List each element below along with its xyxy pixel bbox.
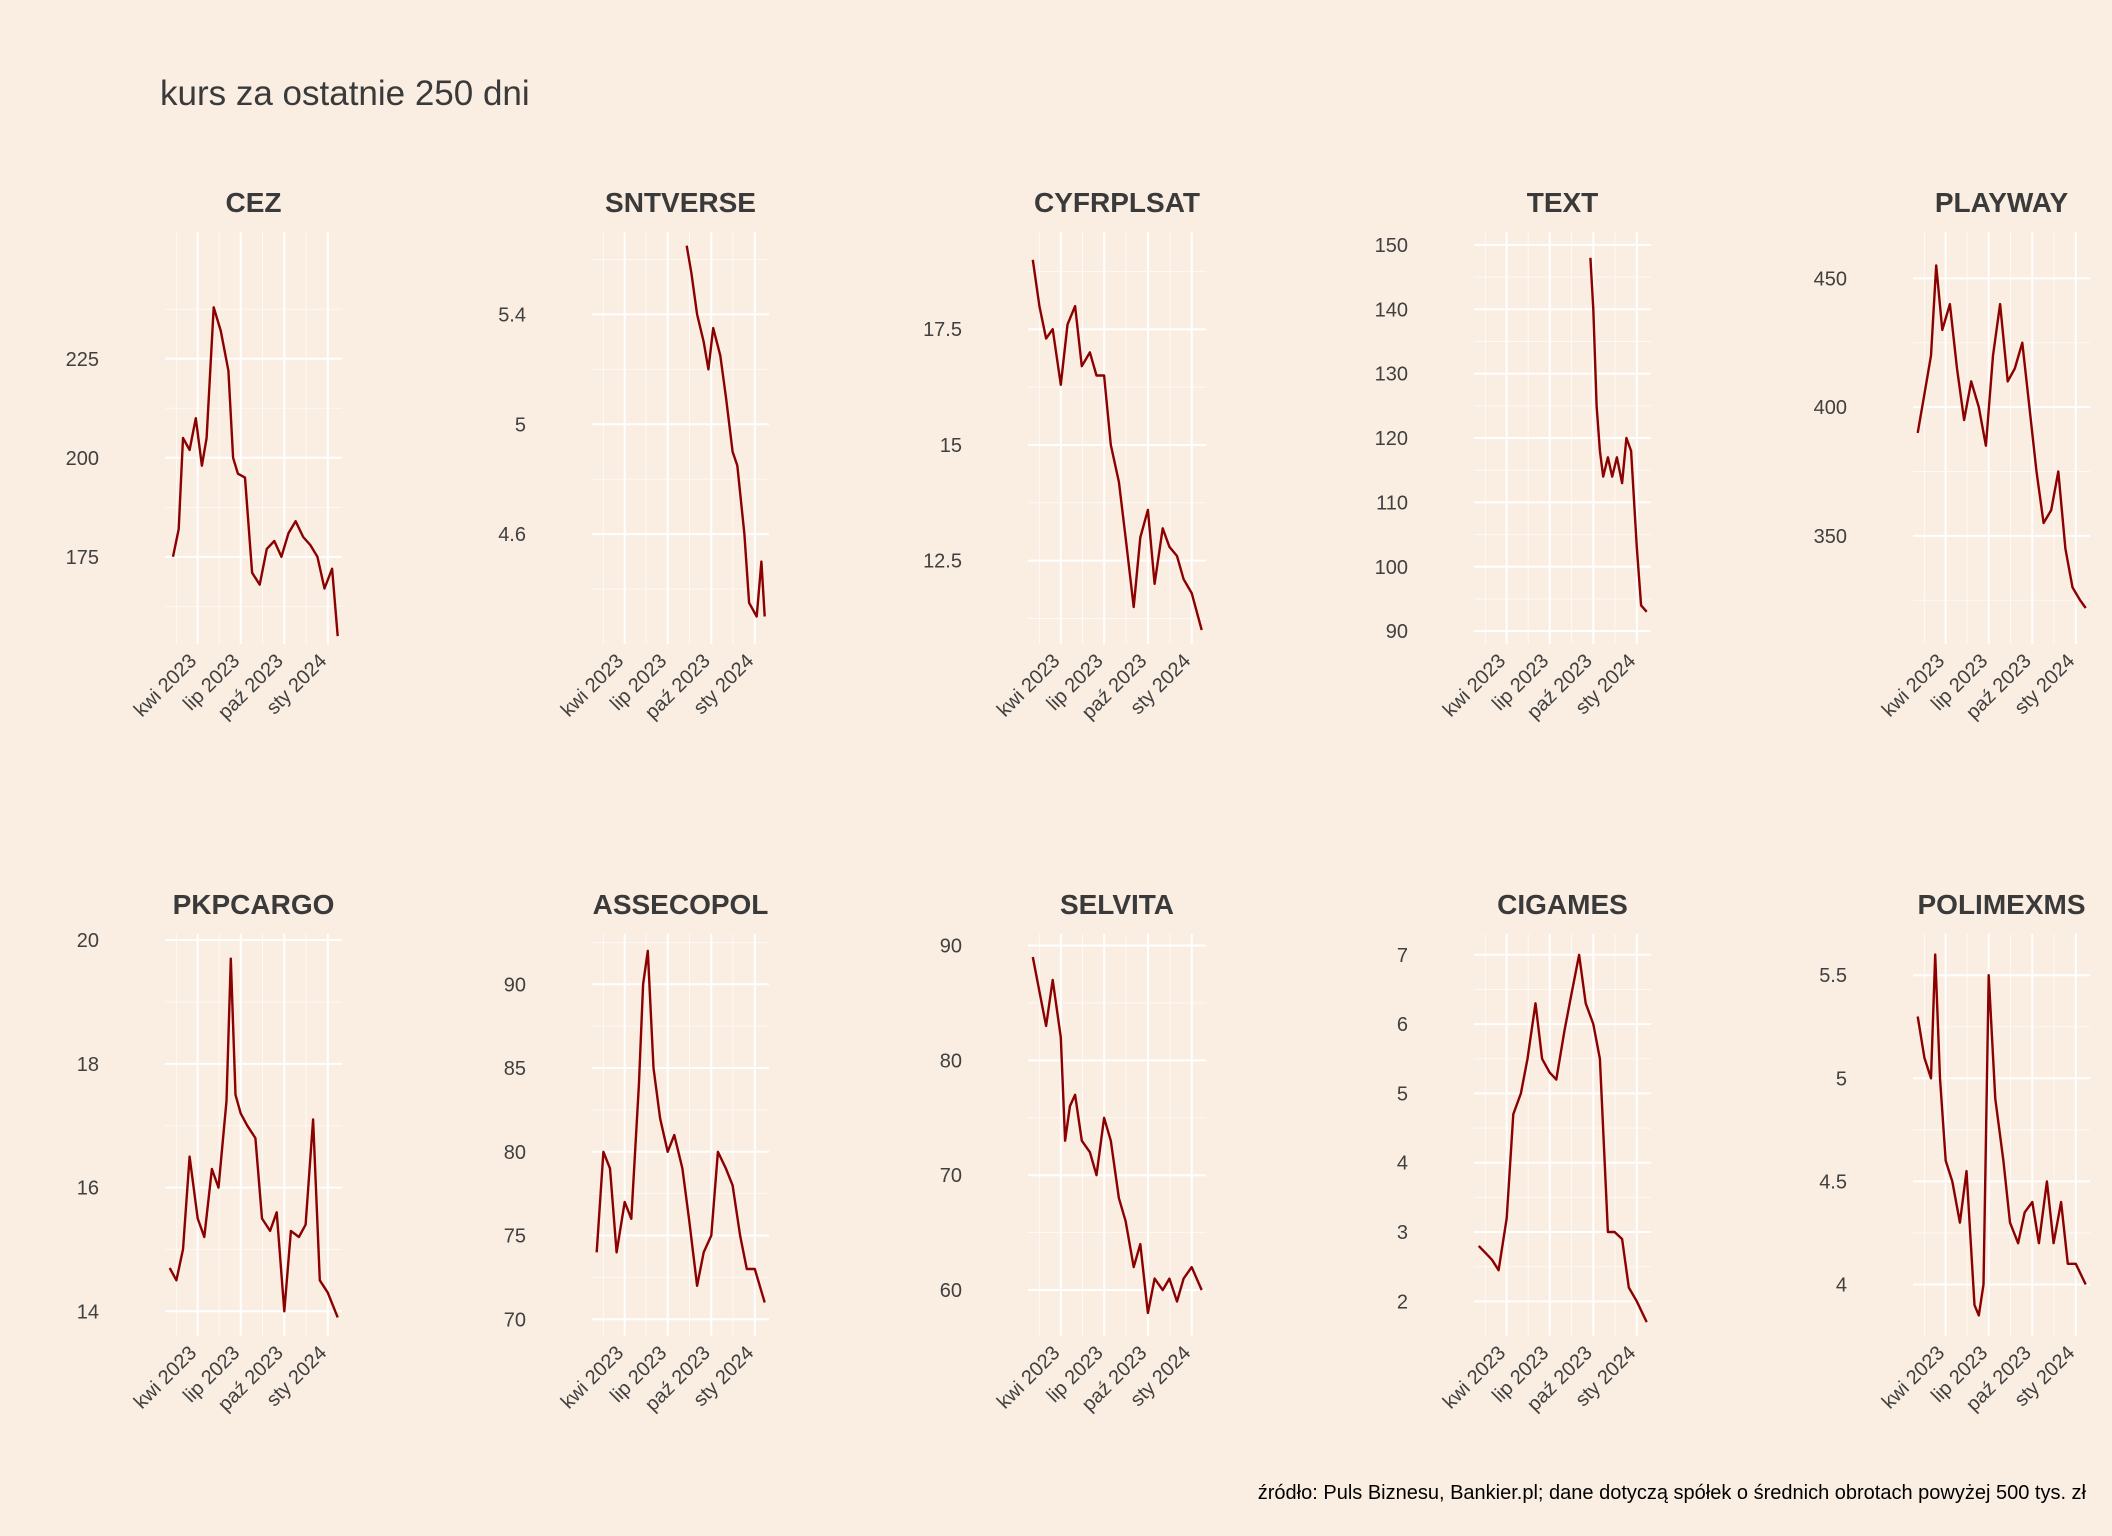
y-tick-label: 5 <box>515 414 526 436</box>
y-tick-label: 70 <box>940 1165 962 1187</box>
y-tick-label: 75 <box>504 1226 526 1248</box>
facet-title: TEXT <box>1527 187 1599 218</box>
y-tick-label: 5.5 <box>1819 965 1847 987</box>
y-tick-label: 90 <box>940 935 962 957</box>
y-tick-label: 6 <box>1397 1014 1408 1036</box>
series-line <box>1031 259 1203 631</box>
y-tick-label: 90 <box>1386 621 1408 643</box>
chart-title: kurs za ostatnie 250 dni <box>160 74 530 113</box>
y-tick-label: 5 <box>1397 1083 1408 1105</box>
y-tick-label: 17.5 <box>923 319 962 341</box>
y-tick-label: 200 <box>66 448 99 470</box>
series-line <box>1589 257 1648 613</box>
y-tick-label: 18 <box>77 1054 99 1076</box>
y-tick-label: 4 <box>1397 1153 1408 1175</box>
y-tick-label: 4.6 <box>498 524 526 546</box>
series-line <box>168 957 339 1318</box>
facet-title: POLIMEXMS <box>1917 889 2085 920</box>
y-tick-label: 400 <box>1814 397 1847 419</box>
y-tick-label: 20 <box>77 930 99 952</box>
source-caption: źródło: Puls Biznesu, Bankier.pl; dane d… <box>1257 1482 2086 1504</box>
y-tick-label: 80 <box>940 1050 962 1072</box>
facet-title: PLAYWAY <box>1935 187 2069 218</box>
y-tick-label: 130 <box>1375 364 1408 386</box>
series-line <box>1916 953 2087 1317</box>
y-tick-label: 7 <box>1397 945 1408 967</box>
series-line <box>1031 956 1203 1315</box>
facet-title: CEZ <box>226 187 282 218</box>
y-tick-label: 5.4 <box>498 304 526 326</box>
y-tick-label: 450 <box>1814 268 1847 290</box>
y-tick-label: 150 <box>1375 235 1408 257</box>
series-line <box>1477 953 1648 1323</box>
series-line <box>595 949 766 1303</box>
y-tick-label: 5 <box>1836 1068 1847 1090</box>
y-tick-label: 12.5 <box>923 551 962 573</box>
series-line <box>685 245 766 618</box>
y-tick-label: 85 <box>504 1058 526 1080</box>
y-tick-label: 80 <box>504 1142 526 1164</box>
y-tick-label: 350 <box>1814 526 1847 548</box>
y-tick-label: 90 <box>504 974 526 996</box>
y-tick-label: 175 <box>66 547 99 569</box>
y-tick-label: 140 <box>1375 299 1408 321</box>
facet-title: SELVITA <box>1060 889 1174 920</box>
y-tick-label: 15 <box>940 435 962 457</box>
y-tick-label: 100 <box>1375 557 1408 579</box>
series-line <box>171 306 339 637</box>
y-tick-label: 4 <box>1836 1274 1847 1296</box>
facet-title: SNTVERSE <box>605 187 756 218</box>
y-tick-label: 4.5 <box>1819 1171 1847 1193</box>
y-tick-label: 225 <box>66 349 99 371</box>
y-tick-label: 120 <box>1375 428 1408 450</box>
series-line <box>1916 264 2087 609</box>
y-tick-label: 60 <box>940 1280 962 1302</box>
facet-title: PKPCARGO <box>173 889 335 920</box>
y-tick-label: 70 <box>504 1309 526 1331</box>
facet-title: CYFRPLSAT <box>1034 187 1200 218</box>
facet-title: ASSECOPOL <box>593 889 769 920</box>
facet-title: CIGAMES <box>1497 889 1628 920</box>
y-tick-label: 110 <box>1376 492 1408 514</box>
y-tick-label: 3 <box>1397 1222 1408 1244</box>
y-tick-label: 16 <box>77 1178 99 1200</box>
y-tick-label: 14 <box>77 1301 99 1323</box>
y-tick-label: 2 <box>1397 1291 1408 1313</box>
